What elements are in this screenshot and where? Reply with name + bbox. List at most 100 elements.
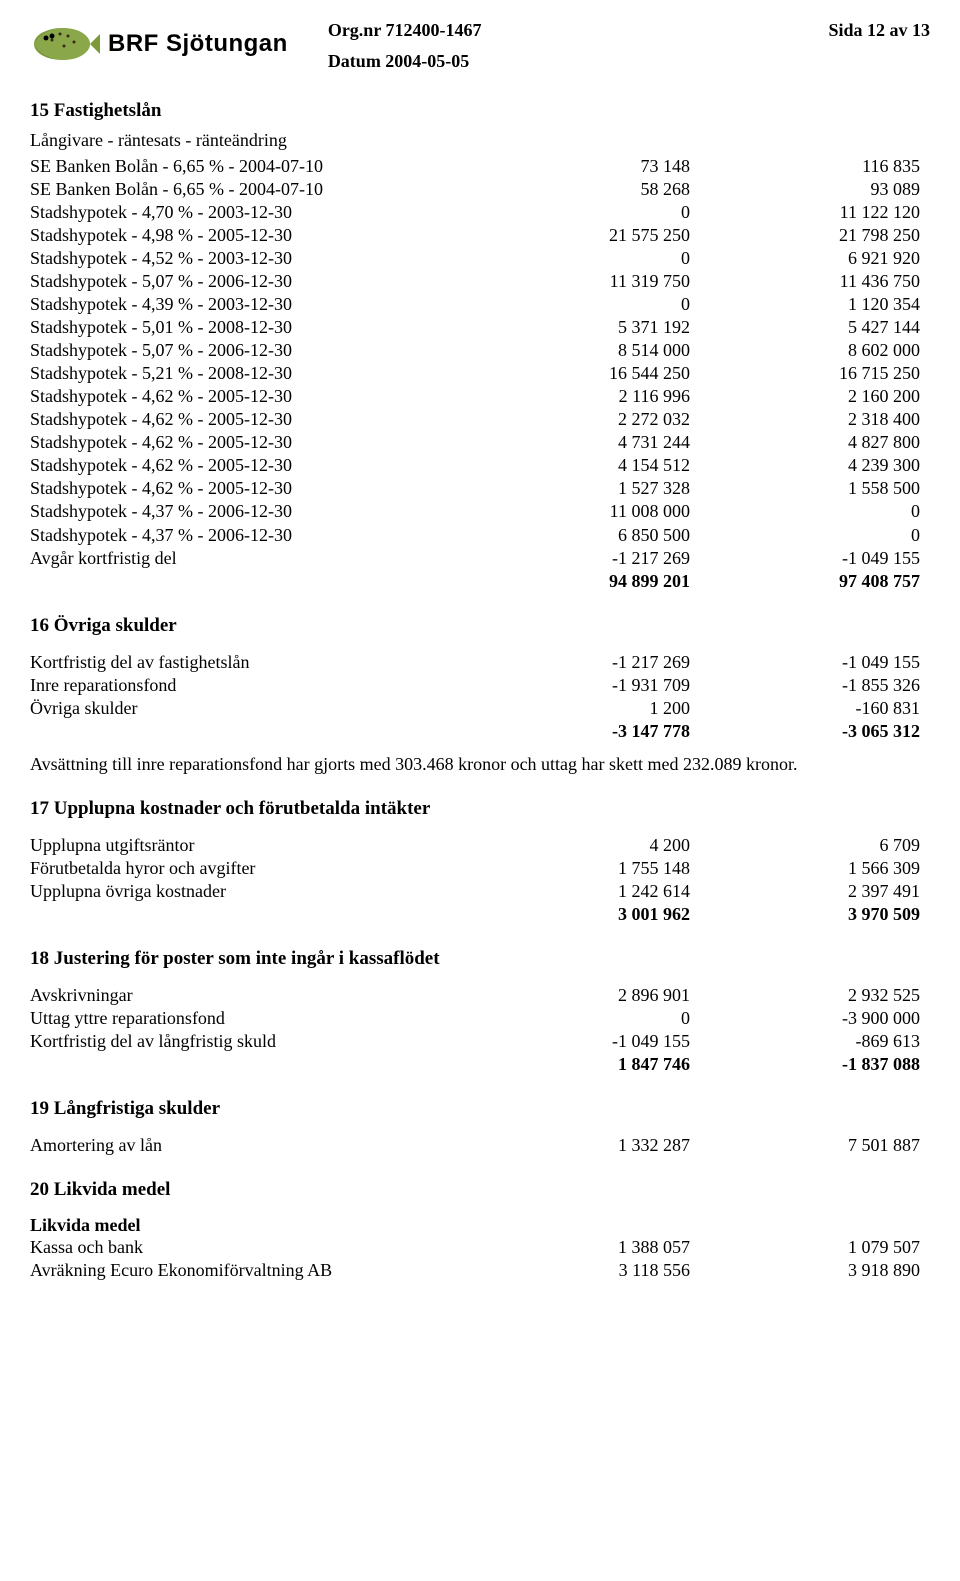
table-row: SE Banken Bolån - 6,65 % - 2004-07-1073 … xyxy=(30,155,930,178)
document-date: Datum 2004-05-05 xyxy=(328,51,930,72)
row-value: -1 855 326 xyxy=(690,674,920,697)
table-row: Stadshypotek - 5,07 % - 2006-12-3011 319… xyxy=(30,270,930,293)
row-value: 16 715 250 xyxy=(690,362,920,385)
row-value: 7 501 887 xyxy=(690,1134,920,1157)
row-value: 11 008 000 xyxy=(460,500,690,523)
row-value: 0 xyxy=(690,524,920,547)
total-value: -1 837 088 xyxy=(690,1053,920,1076)
row-value: 21 575 250 xyxy=(460,224,690,247)
row-value: 8 602 000 xyxy=(690,339,920,362)
total-value: 3 970 509 xyxy=(690,903,920,926)
table-row: Kassa och bank1 388 0571 079 507 xyxy=(30,1236,930,1259)
table-row: Kortfristig del av långfristig skuld-1 0… xyxy=(30,1030,930,1053)
row-value: 2 272 032 xyxy=(460,408,690,431)
section-20-subtitle: Likvida medel xyxy=(30,1215,930,1236)
section-17-table: Upplupna utgiftsräntor4 2006 709Förutbet… xyxy=(30,834,930,903)
row-value: 1 755 148 xyxy=(460,857,690,880)
row-label: Stadshypotek - 4,62 % - 2005-12-30 xyxy=(30,408,460,431)
table-row: Stadshypotek - 4,62 % - 2005-12-302 272 … xyxy=(30,408,930,431)
row-value: 6 850 500 xyxy=(460,524,690,547)
page-header: BRF Sjötungan Org.nr 712400-1467 Sida 12… xyxy=(30,20,930,72)
row-label: Stadshypotek - 5,01 % - 2008-12-30 xyxy=(30,316,460,339)
row-value: 1 558 500 xyxy=(690,477,920,500)
table-row: Inre reparationsfond-1 931 709-1 855 326 xyxy=(30,674,930,697)
row-value: 2 160 200 xyxy=(690,385,920,408)
row-value: 0 xyxy=(690,500,920,523)
section-15-total: 94 899 201 97 408 757 xyxy=(30,570,930,593)
table-row: Upplupna utgiftsräntor4 2006 709 xyxy=(30,834,930,857)
section-15-table: SE Banken Bolån - 6,65 % - 2004-07-1073 … xyxy=(30,155,930,570)
table-row: Stadshypotek - 4,39 % - 2003-12-3001 120… xyxy=(30,293,930,316)
logo: BRF Sjötungan xyxy=(30,20,288,68)
row-value: 5 371 192 xyxy=(460,316,690,339)
logo-text: BRF Sjötungan xyxy=(108,30,288,58)
row-value: 1 332 287 xyxy=(460,1134,690,1157)
row-label: Upplupna utgiftsräntor xyxy=(30,834,460,857)
total-value: -3 065 312 xyxy=(690,720,920,743)
row-value: -1 049 155 xyxy=(460,1030,690,1053)
total-value: 1 847 746 xyxy=(460,1053,690,1076)
row-value: 21 798 250 xyxy=(690,224,920,247)
row-value: -1 931 709 xyxy=(460,674,690,697)
table-row: Stadshypotek - 4,37 % - 2006-12-306 850 … xyxy=(30,524,930,547)
section-19-table: Amortering av lån1 332 2877 501 887 xyxy=(30,1134,930,1157)
section-20-title: 20 Likvida medel xyxy=(30,1179,930,1201)
row-label: SE Banken Bolån - 6,65 % - 2004-07-10 xyxy=(30,155,460,178)
section-16-note: Avsättning till inre reparationsfond har… xyxy=(30,753,930,776)
row-label: Avskrivningar xyxy=(30,984,460,1007)
section-17-title: 17 Upplupna kostnader och förutbetalda i… xyxy=(30,798,930,820)
row-value: 1 079 507 xyxy=(690,1236,920,1259)
row-value: 1 120 354 xyxy=(690,293,920,316)
table-row: Upplupna övriga kostnader1 242 6142 397 … xyxy=(30,880,930,903)
row-label: Stadshypotek - 4,62 % - 2005-12-30 xyxy=(30,477,460,500)
row-value: -1 217 269 xyxy=(460,651,690,674)
row-label: Stadshypotek - 4,70 % - 2003-12-30 xyxy=(30,201,460,224)
row-value: 4 731 244 xyxy=(460,431,690,454)
section-16-table: Kortfristig del av fastighetslån-1 217 2… xyxy=(30,651,930,720)
row-value: 4 200 xyxy=(460,834,690,857)
section-18-table: Avskrivningar2 896 9012 932 525Uttag ytt… xyxy=(30,984,930,1053)
row-value: -1 049 155 xyxy=(690,547,920,570)
table-row: Stadshypotek - 5,01 % - 2008-12-305 371 … xyxy=(30,316,930,339)
table-row: Avgår kortfristig del-1 217 269-1 049 15… xyxy=(30,547,930,570)
section-16-title: 16 Övriga skulder xyxy=(30,615,930,637)
section-16-total: -3 147 778 -3 065 312 xyxy=(30,720,930,743)
row-value: -869 613 xyxy=(690,1030,920,1053)
row-value: 58 268 xyxy=(460,178,690,201)
table-row: Stadshypotek - 4,62 % - 2005-12-302 116 … xyxy=(30,385,930,408)
total-value: 97 408 757 xyxy=(690,570,920,593)
row-label: Stadshypotek - 5,21 % - 2008-12-30 xyxy=(30,362,460,385)
row-value: 73 148 xyxy=(460,155,690,178)
row-value: 0 xyxy=(460,1007,690,1030)
table-row: Stadshypotek - 4,70 % - 2003-12-30011 12… xyxy=(30,201,930,224)
row-value: 0 xyxy=(460,201,690,224)
row-value: 1 566 309 xyxy=(690,857,920,880)
table-row: Stadshypotek - 4,62 % - 2005-12-304 154 … xyxy=(30,454,930,477)
row-label: Amortering av lån xyxy=(30,1134,460,1157)
row-value: 5 427 144 xyxy=(690,316,920,339)
row-label: Kortfristig del av långfristig skuld xyxy=(30,1030,460,1053)
row-value: 1 388 057 xyxy=(460,1236,690,1259)
row-value: 16 544 250 xyxy=(460,362,690,385)
row-value: -3 900 000 xyxy=(690,1007,920,1030)
row-value: 2 318 400 xyxy=(690,408,920,431)
section-20-table: Kassa och bank1 388 0571 079 507Avräknin… xyxy=(30,1236,930,1282)
row-value: 2 116 996 xyxy=(460,385,690,408)
row-label: Stadshypotek - 4,37 % - 2006-12-30 xyxy=(30,524,460,547)
row-value: 11 436 750 xyxy=(690,270,920,293)
row-value: 2 896 901 xyxy=(460,984,690,1007)
row-label: Inre reparationsfond xyxy=(30,674,460,697)
row-value: 6 921 920 xyxy=(690,247,920,270)
section-18-total: 1 847 746 -1 837 088 xyxy=(30,1053,930,1076)
row-label: Stadshypotek - 5,07 % - 2006-12-30 xyxy=(30,339,460,362)
row-label: Avräkning Ecuro Ekonomiförvaltning AB xyxy=(30,1259,460,1282)
table-row: SE Banken Bolån - 6,65 % - 2004-07-1058 … xyxy=(30,178,930,201)
row-value: 3 918 890 xyxy=(690,1259,920,1282)
row-value: 1 200 xyxy=(460,697,690,720)
table-row: Stadshypotek - 4,37 % - 2006-12-3011 008… xyxy=(30,500,930,523)
table-row: Stadshypotek - 4,98 % - 2005-12-3021 575… xyxy=(30,224,930,247)
row-label: Stadshypotek - 4,52 % - 2003-12-30 xyxy=(30,247,460,270)
total-value: -3 147 778 xyxy=(460,720,690,743)
row-label: Stadshypotek - 4,62 % - 2005-12-30 xyxy=(30,431,460,454)
row-value: 93 089 xyxy=(690,178,920,201)
